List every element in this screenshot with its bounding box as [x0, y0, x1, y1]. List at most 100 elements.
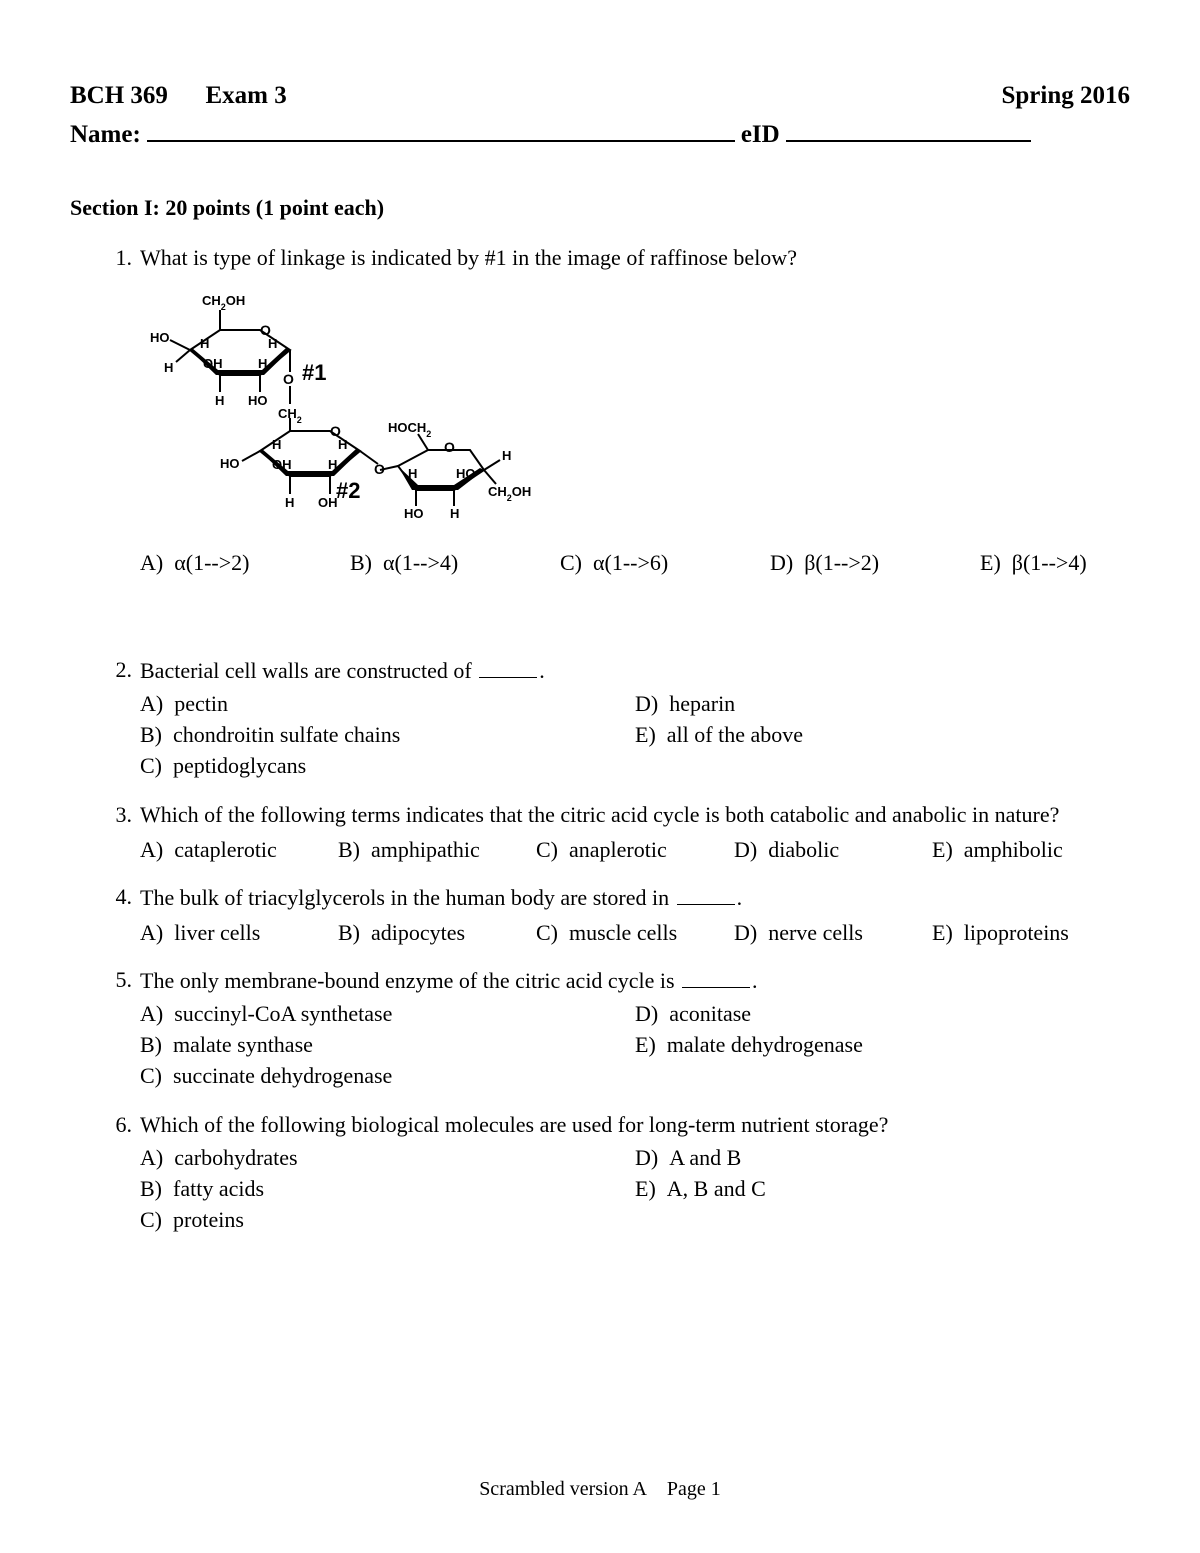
svg-text:HO: HO [456, 466, 476, 481]
q4-text: The bulk of triacylglycerols in the huma… [140, 882, 1130, 912]
svg-text:#1: #1 [302, 360, 326, 385]
question-3: 3. Which of the following terms indicate… [98, 800, 1130, 864]
q4-B: B) adipocytes [338, 918, 536, 947]
svg-text:H: H [200, 336, 209, 351]
q5-text-post: . [752, 968, 758, 993]
qbody: Which of the following biological molecu… [140, 1110, 1130, 1236]
q5-C: C) succinate dehydrogenase [140, 1061, 635, 1090]
blank [677, 882, 735, 905]
q1-B: B) α(1-->4) [350, 548, 560, 577]
q3-E: E) amphibolic [932, 835, 1130, 864]
q1-C: C) α(1-->6) [560, 548, 770, 577]
eid-label: eID [741, 121, 780, 149]
q3-D: D) diabolic [734, 835, 932, 864]
q3-B: B) amphipathic [338, 835, 536, 864]
svg-text:HO: HO [248, 393, 268, 408]
question-2: 2. Bacterial cell walls are constructed … [98, 655, 1130, 782]
question-4: 4. The bulk of triacylglycerols in the h… [98, 882, 1130, 947]
svg-text:H: H [285, 495, 294, 510]
q4-C: C) muscle cells [536, 918, 734, 947]
svg-text:OH: OH [318, 495, 338, 510]
svg-text:H: H [502, 448, 511, 463]
q5-E: E) malate dehydrogenase [635, 1030, 1130, 1059]
question-1: 1. What is type of linkage is indicated … [98, 243, 1130, 577]
course-code: BCH 369 [70, 82, 168, 109]
q5-choices: A) succinyl-CoA synthetase B) malate syn… [140, 999, 1130, 1092]
header: BCH 369 Exam 3 Spring 2016 [70, 80, 1130, 111]
q2-A: A) pectin [140, 689, 635, 718]
q1-E: E) β(1-->4) [980, 548, 1190, 577]
qnum: 4. [98, 882, 140, 947]
svg-text:OH: OH [203, 356, 223, 371]
q6-text: Which of the following biological molecu… [140, 1110, 1130, 1139]
exam-page: BCH 369 Exam 3 Spring 2016 Name: eID Sec… [0, 0, 1200, 1553]
svg-text:CH2OH: CH2OH [202, 293, 245, 312]
name-label: Name: [70, 121, 141, 149]
q2-D: D) heparin [635, 689, 1130, 718]
question-5: 5. The only membrane-bound enzyme of the… [98, 965, 1130, 1092]
svg-text:H: H [328, 457, 337, 472]
svg-text:O: O [283, 371, 294, 387]
q5-text: The only membrane-bound enzyme of the ci… [140, 965, 1130, 995]
q6-choices: A) carbohydrates B) fatty acids C) prote… [140, 1143, 1130, 1236]
q5-A: A) succinyl-CoA synthetase [140, 999, 635, 1028]
qbody: The bulk of triacylglycerols in the huma… [140, 882, 1130, 947]
qnum: 2. [98, 655, 140, 782]
q4-choices: A) liver cells B) adipocytes C) muscle c… [140, 918, 1130, 947]
q2-E: E) all of the above [635, 720, 1130, 749]
qnum: 6. [98, 1110, 140, 1236]
svg-text:H: H [408, 466, 417, 481]
svg-text:H: H [258, 356, 267, 371]
q1-A: A) α(1-->2) [140, 548, 350, 577]
blank [682, 965, 750, 988]
svg-text:H: H [215, 393, 224, 408]
qnum: 1. [98, 243, 140, 577]
q6-B: B) fatty acids [140, 1174, 635, 1203]
svg-text:CH2OH: CH2OH [488, 484, 531, 503]
section-title: Section I: 20 points (1 point each) [70, 195, 1130, 221]
qbody: Bacterial cell walls are constructed of … [140, 655, 1130, 782]
q1-text: What is type of linkage is indicated by … [140, 243, 1190, 272]
header-left: BCH 369 Exam 3 [70, 80, 287, 111]
q5-D: D) aconitase [635, 999, 1130, 1028]
name-row: Name: eID [70, 113, 1130, 148]
eid-blank[interactable] [786, 113, 1031, 141]
svg-text:H: H [164, 360, 173, 375]
qbody: What is type of linkage is indicated by … [140, 243, 1190, 577]
q6-C: C) proteins [140, 1205, 635, 1234]
svg-text:HOCH2: HOCH2 [388, 420, 431, 439]
q6-A: A) carbohydrates [140, 1143, 635, 1172]
q2-text-post: . [539, 658, 545, 683]
q4-text-pre: The bulk of triacylglycerols in the huma… [140, 885, 675, 910]
svg-text:H: H [450, 506, 459, 521]
svg-text:HO: HO [220, 456, 240, 471]
q4-E: E) lipoproteins [932, 918, 1130, 947]
q3-choices: A) cataplerotic B) amphipathic C) anaple… [140, 835, 1130, 864]
q6-D: D) A and B [635, 1143, 1130, 1172]
page-footer: Scrambled version A Page 1 [0, 1478, 1200, 1501]
q6-E: E) A, B and C [635, 1174, 1130, 1203]
svg-text:O: O [444, 439, 455, 455]
q4-text-post: . [737, 885, 743, 910]
qbody: Which of the following terms indicates t… [140, 800, 1130, 864]
exam-number: Exam 3 [205, 82, 286, 109]
q1-choices: A) α(1-->2) B) α(1-->4) C) α(1-->6) D) β… [140, 548, 1190, 577]
q3-A: A) cataplerotic [140, 835, 338, 864]
svg-text:H: H [338, 437, 347, 452]
qbody: The only membrane-bound enzyme of the ci… [140, 965, 1130, 1092]
svg-text:H: H [268, 336, 277, 351]
blank [479, 655, 537, 678]
q2-B: B) chondroitin sulfate chains [140, 720, 635, 749]
q3-C: C) anaplerotic [536, 835, 734, 864]
q2-text-pre: Bacterial cell walls are constructed of [140, 658, 477, 683]
q3-text: Which of the following terms indicates t… [140, 800, 1130, 829]
svg-text:OH: OH [272, 457, 292, 472]
name-blank[interactable] [147, 113, 735, 141]
svg-text:HO: HO [150, 330, 170, 345]
q2-C: C) peptidoglycans [140, 751, 635, 780]
svg-text:H: H [272, 437, 281, 452]
question-list: 1. What is type of linkage is indicated … [98, 243, 1130, 1237]
q5-text-pre: The only membrane-bound enzyme of the ci… [140, 968, 680, 993]
q2-choices: A) pectin B) chondroitin sulfate chains … [140, 689, 1130, 782]
qnum: 3. [98, 800, 140, 864]
